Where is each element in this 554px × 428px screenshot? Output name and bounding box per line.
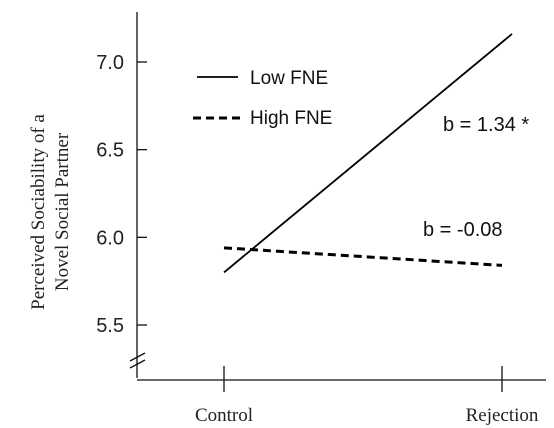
y-tick-label: 6.5	[96, 140, 124, 162]
series-line-low-fne	[223, 33, 513, 274]
series-lines	[223, 33, 513, 274]
legend-label-low-fne: Low FNE	[250, 68, 328, 89]
legend: Low FNE High FNE	[193, 68, 332, 129]
y-axis-label-line1: Perceived Sociability of a	[28, 114, 49, 310]
annotation-low-fne-slope: b = 1.34 *	[443, 114, 529, 136]
legend-label-high-fne: High FNE	[250, 108, 332, 129]
y-ticks: 5.5 6.0 6.5 7.0	[96, 52, 147, 337]
y-axis-label-line2: Novel Social Partner	[52, 132, 73, 291]
y-tick-label: 5.5	[96, 315, 124, 337]
x-tick-label: Control	[195, 405, 253, 426]
series-line-high-fne	[223, 246, 503, 267]
y-tick-label: 6.0	[96, 227, 124, 249]
annotation-high-fne-slope: b = -0.08	[423, 219, 503, 241]
y-tick-label: 7.0	[96, 52, 124, 74]
axis-break-icon	[129, 352, 146, 369]
x-ticks: Control Rejection	[195, 366, 539, 426]
x-tick-label: Rejection	[466, 405, 539, 426]
